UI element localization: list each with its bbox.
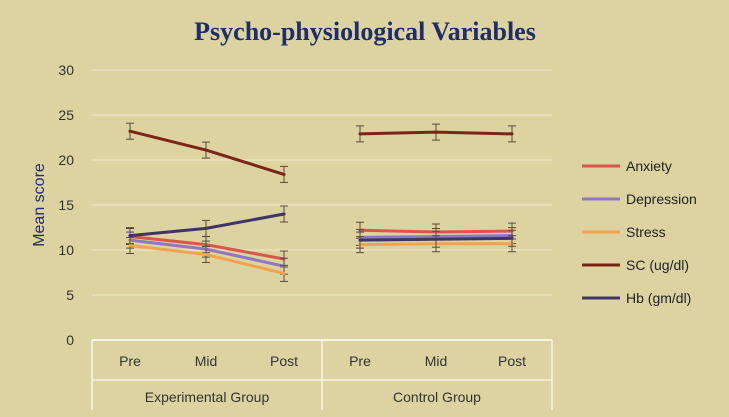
x-tick-label: Post	[270, 353, 298, 369]
data-point	[510, 132, 514, 136]
data-point	[282, 172, 286, 176]
data-point	[434, 130, 438, 134]
x-tick-label: Pre	[349, 353, 371, 369]
x-tick-label: Pre	[119, 353, 141, 369]
data-point	[128, 129, 132, 133]
data-point	[282, 271, 286, 275]
legend-item: Depression	[582, 191, 697, 207]
y-tick-label: 20	[58, 152, 74, 168]
x-tick-label: Mid	[425, 353, 448, 369]
legend-label: Depression	[626, 191, 697, 207]
y-tick-label: 0	[66, 332, 74, 348]
legend-item: Stress	[582, 224, 666, 240]
series-sc-ug-dl	[126, 122, 516, 183]
series-lines	[126, 122, 516, 282]
data-point	[510, 236, 514, 240]
y-axis-ticks: 0 5 10 15 20 25 30	[58, 62, 74, 348]
y-tick-label: 25	[58, 107, 74, 123]
legend-label: SC (ug/dl)	[626, 257, 689, 273]
data-point	[204, 226, 208, 230]
legend-label: Stress	[626, 224, 666, 240]
data-point	[204, 148, 208, 152]
group-label: Control Group	[393, 389, 481, 405]
legend-item: Hb (gm/dl)	[582, 290, 691, 306]
legend-item: SC (ug/dl)	[582, 257, 689, 273]
data-point	[204, 253, 208, 256]
legend-item: Anxiety	[582, 158, 672, 174]
data-point	[358, 238, 362, 242]
data-point	[434, 237, 438, 241]
y-tick-label: 5	[66, 287, 74, 303]
x-tick-label: Mid	[195, 353, 218, 369]
legend-label: Hb (gm/dl)	[626, 290, 691, 306]
group-label: Experimental Group	[145, 389, 270, 405]
chart-title: Psycho-physiological Variables	[194, 17, 536, 46]
series-hb-gm-dl	[126, 205, 516, 249]
y-tick-label: 10	[58, 242, 74, 258]
data-point	[128, 234, 132, 238]
y-tick-label: 15	[58, 197, 74, 213]
legend-label: Anxiety	[626, 158, 672, 174]
x-axis: Pre Mid Post Experimental Group Pre Mid Post Co…	[91, 340, 553, 410]
y-axis-label: Mean score	[31, 163, 48, 247]
y-tick-label: 30	[58, 62, 74, 78]
data-point	[128, 244, 132, 247]
x-tick-label: Post	[498, 353, 526, 369]
data-point	[282, 212, 286, 216]
legend: Anxiety Depression Stress SC (ug/dl) Hb (gm/…	[582, 158, 697, 306]
data-point	[358, 132, 362, 136]
